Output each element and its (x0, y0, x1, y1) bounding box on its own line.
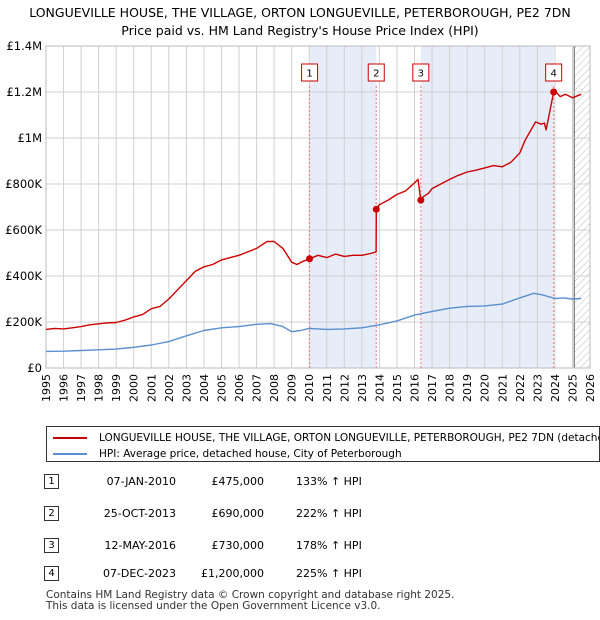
hpi-line (45, 292, 582, 353)
x-tick-label: 2020 (479, 374, 492, 402)
property-line-swatch (53, 437, 87, 439)
table-row: 1 07-JAN-2010 £475,000 133% ↑ HPI (40, 474, 560, 492)
sale-date: 25-OCT-2013 (103, 507, 176, 520)
footer: Contains HM Land Registry data © Crown c… (46, 590, 454, 612)
sale-number-box (301, 63, 319, 82)
future-hatch-region (574, 46, 590, 368)
sale-hpi-change: 225% ↑ HPI (296, 567, 362, 580)
x-tick-label: 1998 (93, 374, 106, 402)
sale-price: £475,000 (211, 475, 265, 488)
y-tick-label: £1.4M (6, 39, 42, 53)
y-tick-label: £200K (5, 315, 42, 329)
table-row: 4 07-DEC-2023 £1,200,000 225% ↑ HPI (40, 566, 560, 584)
sale-number-badge: 2 (44, 506, 59, 521)
sale-number-label: 1 (306, 69, 312, 80)
x-tick-label: 1996 (58, 374, 71, 402)
x-tick-label: 2021 (496, 374, 509, 402)
x-tick-label: 2010 (303, 374, 316, 402)
grid-layer (45, 45, 591, 369)
x-tick-label: 2001 (145, 374, 158, 402)
x-tick-label: 2013 (356, 374, 369, 402)
x-tick-label: 2023 (531, 374, 544, 402)
x-tick-label: 1995 (40, 374, 53, 402)
table-row: 2 25-OCT-2013 £690,000 222% ↑ HPI (40, 506, 560, 524)
x-tick-label: 2015 (391, 374, 404, 402)
x-tick-label: 2019 (461, 374, 474, 402)
x-tick-label: 2007 (251, 374, 264, 402)
sale-number-badge: 1 (44, 474, 59, 489)
sale-price: £690,000 (211, 507, 265, 520)
x-tick-label: 2011 (321, 374, 334, 402)
sale-date: 07-DEC-2023 (102, 567, 176, 580)
footer-copyright: Contains HM Land Registry data © Crown c… (46, 589, 455, 601)
hpi-line-swatch (53, 453, 87, 455)
sale-period-band (309, 46, 377, 368)
table-row: 3 12-MAY-2016 £730,000 178% ↑ HPI (40, 538, 560, 556)
x-tick-label: 2017 (426, 374, 439, 402)
chart-subtitle: Price paid vs. HM Land Registry's House … (121, 23, 479, 38)
sale-number-label: 2 (373, 69, 379, 80)
sale-hpi-change: 133% ↑ HPI (296, 475, 362, 488)
sale-date: 12-MAY-2016 (104, 539, 176, 552)
x-tick-label: 2008 (268, 374, 281, 402)
sale-price: £730,000 (211, 539, 265, 552)
x-tick-label: 2016 (409, 374, 422, 402)
sale-number-label: 3 (418, 69, 424, 80)
chart-title: LONGUEVILLE HOUSE, THE VILLAGE, ORTON LO… (29, 5, 571, 20)
property-price-line (45, 90, 582, 331)
x-tick-label: 2006 (233, 374, 246, 402)
x-tick-label: 2014 (373, 374, 386, 402)
sale-number-label: 4 (550, 69, 556, 80)
legend-item-property: LONGUEVILLE HOUSE, THE VILLAGE, ORTON LO… (53, 430, 600, 446)
sale-price: £1,200,000 (201, 567, 264, 580)
sale-number-badge: 3 (44, 538, 59, 553)
sale-number-box (412, 63, 430, 82)
x-tick-label: 2002 (163, 374, 176, 402)
x-tick-label: 1999 (110, 374, 123, 402)
x-tick-label: 2018 (444, 374, 457, 402)
x-tick-label: 2024 (549, 374, 562, 402)
marker-layer (306, 88, 558, 263)
x-tick-label: 2003 (180, 374, 193, 402)
y-tick-label: £1M (17, 131, 42, 145)
x-tick-label: 2025 (566, 374, 579, 402)
series-layer (45, 90, 582, 353)
sale-period-band (420, 46, 554, 368)
footer-licence: This data is licensed under the Open Gov… (46, 600, 381, 612)
y-tick-label: £800K (5, 177, 42, 191)
sale-number-box (545, 63, 563, 82)
shade-layer (309, 46, 590, 368)
y-tick-label: £0 (27, 361, 42, 375)
legend-property-label: LONGUEVILLE HOUSE, THE VILLAGE, ORTON LO… (99, 432, 600, 444)
x-tick-label: 2004 (198, 374, 211, 402)
y-tick-label: £1.2M (6, 85, 42, 99)
sale-date: 07-JAN-2010 (106, 475, 176, 488)
sale-point (550, 88, 558, 96)
legend: LONGUEVILLE HOUSE, THE VILLAGE, ORTON LO… (46, 426, 600, 462)
x-tick-label: 2005 (215, 374, 228, 402)
sale-number-badge: 4 (44, 566, 59, 581)
title-block: LONGUEVILLE HOUSE, THE VILLAGE, ORTON LO… (0, 4, 600, 40)
x-tick-label: 1997 (75, 374, 88, 402)
price-chart: 1 2 3 4 £0 £200K £400K £600K £800K £1M £1.2M £1.4M… (5, 39, 597, 402)
sale-number-box (367, 63, 385, 82)
x-tick-label: 2026 (584, 374, 597, 402)
sale-hpi-change: 178% ↑ HPI (296, 539, 362, 552)
y-tick-label: £600K (5, 223, 42, 237)
x-tick-label: 2022 (514, 374, 527, 402)
plot-border (45, 45, 591, 369)
sale-point (417, 196, 425, 204)
sale-hpi-change: 222% ↑ HPI (296, 507, 362, 520)
x-tick-label: 2000 (128, 374, 141, 402)
legend-item-hpi: HPI: Average price, detached house, City… (53, 446, 402, 461)
legend-hpi-label: HPI: Average price, detached house, City… (99, 448, 402, 460)
y-tick-label: £400K (5, 269, 42, 283)
x-tick-label: 2012 (338, 374, 351, 402)
axis-layer: £0 £200K £400K £600K £800K £1M £1.2M £1.4M 1995 1… (5, 39, 597, 402)
sale-point (372, 205, 380, 213)
x-tick-label: 2009 (286, 374, 299, 402)
sale-point (306, 255, 314, 263)
